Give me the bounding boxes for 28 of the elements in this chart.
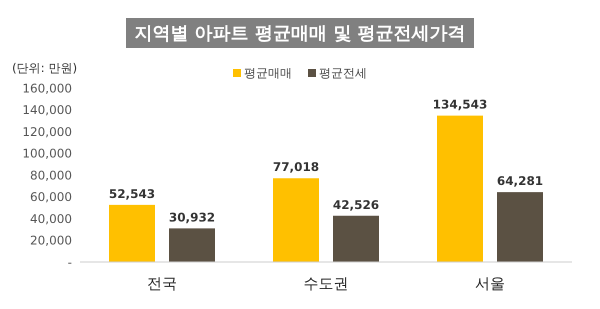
y-tick-label: 160,000 [22, 81, 72, 96]
chart-title: 지역별 아파트 평균매매 및 평균전세가격 [126, 18, 474, 48]
x-tick-label: 전국 [147, 274, 177, 293]
y-tick-label: - [68, 255, 72, 270]
data-label: 52,543 [108, 186, 156, 201]
data-label: 134,543 [432, 98, 488, 112]
y-tick-label: 80,000 [30, 168, 72, 182]
legend-label: 평균매매 [243, 64, 292, 82]
data-label: 64,281 [496, 174, 544, 188]
y-tick-label: 40,000 [30, 212, 72, 226]
bar [497, 192, 543, 262]
bar [273, 178, 319, 262]
text: (단위: 만원) [12, 60, 78, 77]
y-tick-label: 120,000 [22, 124, 72, 139]
y-tick-label: 60,000 [30, 190, 72, 204]
y-tick-label: 100,000 [22, 146, 72, 161]
data-label: 30,932 [168, 210, 216, 224]
bar [169, 228, 215, 262]
y-tick-label: 20,000 [30, 234, 72, 248]
data-label: 77,018 [272, 160, 320, 174]
data-label: 42,526 [332, 198, 380, 212]
bar [109, 204, 155, 262]
y-tick-label: 140,000 [22, 103, 72, 118]
x-tick-label: 서울 [475, 274, 505, 293]
legend-label: 평균전세 [318, 64, 367, 82]
x-tick-label: 수도권 [304, 274, 348, 293]
bar [437, 116, 483, 262]
bar [333, 216, 379, 262]
